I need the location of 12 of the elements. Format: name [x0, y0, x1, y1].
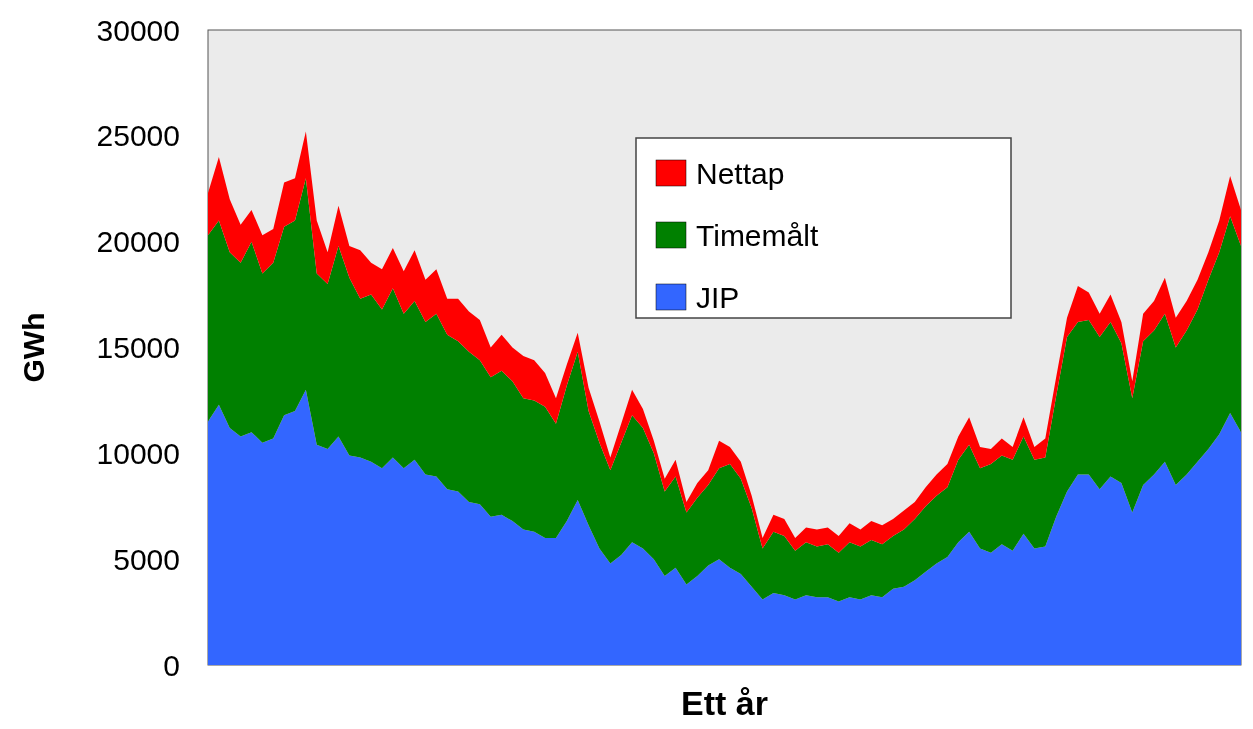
x-axis-title: Ett år — [681, 684, 768, 722]
legend-label: Timemålt — [696, 218, 819, 252]
y-tick-label: 0 — [163, 648, 180, 682]
y-tick-label: 30000 — [96, 13, 180, 47]
legend-label: JIP — [696, 280, 740, 314]
y-tick-label: 10000 — [96, 436, 180, 470]
y-tick-label: 25000 — [96, 119, 180, 153]
y-axis-title: GWh — [17, 312, 50, 383]
y-tick-label: 5000 — [113, 542, 180, 576]
y-tick-label: 15000 — [96, 331, 180, 364]
y-tick-label: 20000 — [96, 225, 180, 259]
legend-label: Nettap — [696, 156, 785, 190]
